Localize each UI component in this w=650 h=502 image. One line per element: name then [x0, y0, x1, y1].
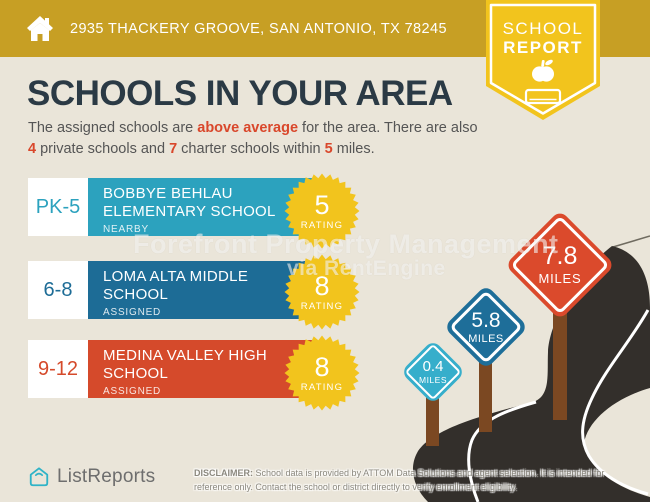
rating-value: 5	[314, 189, 330, 220]
starburst-icon	[284, 254, 360, 330]
summary-private-count: 4	[28, 141, 37, 158]
distance-unit: MILES	[418, 375, 447, 385]
school-tag: ASSIGNED	[103, 385, 162, 397]
distance-value: 5.8	[471, 308, 501, 332]
rating-badge-elementary: 5 RATING	[284, 173, 360, 249]
grade-range: 6-8	[28, 261, 88, 319]
summary-seg: The assigned schools are	[28, 120, 198, 136]
summary-highlight-above-average: above average	[197, 120, 299, 136]
page-title: SCHOOLS IN YOUR AREA	[27, 74, 453, 113]
rating-label: RATING	[300, 381, 344, 393]
badge-line1: SCHOOL	[503, 19, 584, 38]
summary-seg: for the area. There are also	[298, 120, 478, 136]
distance-unit: MILES	[468, 332, 504, 345]
rating-badge-middle: 8 RATING	[284, 254, 360, 330]
property-address: 2935 THACKERY GROOVE, SAN ANTONIO, TX 78…	[70, 20, 447, 37]
summary-text: The assigned schools are above average f…	[28, 118, 480, 160]
apple-icon	[532, 59, 554, 82]
school-name: MEDINA VALLEY HIGH SCHOOL	[103, 347, 268, 383]
disclaimer-text: DISCLAIMER: School data is provided by A…	[194, 467, 638, 495]
distance-sign-near: 0.4 MILES	[400, 339, 466, 405]
road-horizon-line	[612, 235, 650, 248]
school-bar: BOBBYE BEHLAU ELEMENTARY SCHOOL NEARBY	[88, 178, 316, 236]
grade-range: PK-5	[28, 178, 88, 236]
home-icon	[27, 16, 53, 41]
listreports-logo: ListReports	[28, 466, 155, 488]
school-tag: NEARBY	[103, 223, 149, 235]
rating-value: 8	[314, 270, 330, 301]
rating-badge-high: 8 RATING	[284, 335, 360, 411]
summary-seg: private schools and	[36, 141, 170, 158]
distance-unit: MILES	[538, 271, 582, 286]
distance-sign-far: 7.8 MILES	[504, 209, 616, 321]
school-bar: LOMA ALTA MIDDLE SCHOOL ASSIGNED	[88, 261, 316, 319]
badge-line2: REPORT	[503, 38, 583, 57]
school-row-elementary: PK-5 BOBBYE BEHLAU ELEMENTARY SCHOOL NEA…	[28, 178, 316, 236]
school-bar: MEDINA VALLEY HIGH SCHOOL ASSIGNED	[88, 340, 316, 398]
book-icon	[524, 88, 562, 105]
summary-seg: miles.	[332, 141, 375, 158]
summary-radius-miles: 5	[324, 141, 333, 158]
school-tag: ASSIGNED	[103, 306, 162, 318]
disclaimer-label: DISCLAIMER:	[194, 468, 253, 478]
summary-charter-count: 7	[169, 141, 178, 158]
listreports-house-icon	[29, 467, 49, 487]
starburst-icon	[284, 173, 360, 249]
school-name: LOMA ALTA MIDDLE SCHOOL	[103, 268, 249, 304]
brand-name: ListReports	[57, 466, 156, 487]
disclaimer-body: School data is provided by ATTOM Data So…	[194, 468, 605, 492]
distance-value: 7.8	[542, 242, 578, 270]
rating-value: 8	[314, 351, 330, 382]
starburst-icon	[284, 335, 360, 411]
distance-value: 0.4	[422, 358, 444, 375]
grade-range: 9-12	[28, 340, 88, 398]
rating-label: RATING	[300, 219, 344, 231]
school-report-badge: SCHOOL REPORT	[486, 0, 600, 120]
school-name: BOBBYE BEHLAU ELEMENTARY SCHOOL	[103, 185, 276, 221]
distance-sign-mid: 5.8 MILES	[443, 284, 529, 370]
rating-label: RATING	[300, 300, 344, 312]
school-row-high: 9-12 MEDINA VALLEY HIGH SCHOOL ASSIGNED	[28, 340, 316, 398]
summary-seg: charter schools within	[177, 141, 325, 158]
school-row-middle: 6-8 LOMA ALTA MIDDLE SCHOOL ASSIGNED	[28, 261, 316, 319]
